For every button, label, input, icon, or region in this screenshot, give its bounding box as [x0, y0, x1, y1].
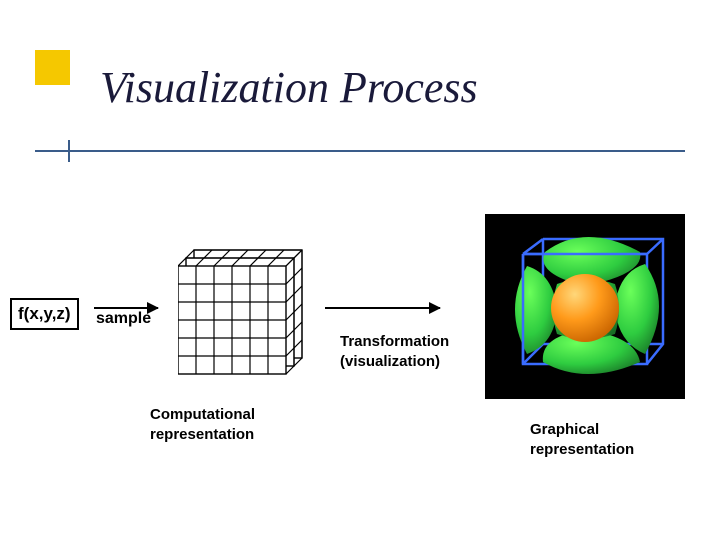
- slide-rule-tick: [68, 140, 70, 162]
- graphical-label: Graphical representation: [530, 420, 634, 459]
- slide-rule: [35, 150, 685, 152]
- transformation-line2: (visualization): [340, 353, 440, 370]
- sample-label: sample: [96, 310, 151, 328]
- render-svg: [485, 214, 685, 399]
- graphical-line1: Graphical: [530, 421, 599, 438]
- transformation-label: Transformation (visualization): [340, 332, 449, 371]
- arrow: [94, 307, 158, 309]
- slide-title: Visualization Process: [100, 62, 478, 113]
- graphical-line2: representation: [530, 441, 634, 458]
- transformation-line1: Transformation: [340, 333, 449, 350]
- computational-line1: Computational: [150, 406, 255, 423]
- function-box: f(x,y,z): [10, 298, 79, 330]
- render-preview: [485, 214, 685, 399]
- computational-line2: representation: [150, 426, 254, 443]
- voxel-grid-icon: [178, 240, 348, 400]
- computational-label: Computational representation: [150, 405, 255, 444]
- slide-accent-square: [35, 50, 70, 85]
